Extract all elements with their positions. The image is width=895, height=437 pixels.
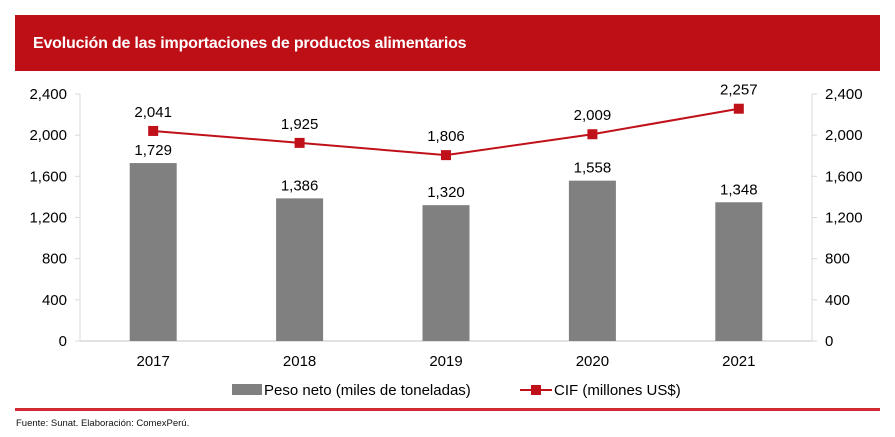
right-tick-label: 1,600 [825,168,863,185]
left-tick-label: 1,600 [29,168,67,185]
axes: 0 400 800 1,200 1,600 2,000 2,400 0 400 800 1,200 1… [29,86,862,370]
chart-title: Evolución de las importaciones de produc… [33,35,467,52]
source-note: Fuente: Sunat. Elaboración: ComexPerú. [16,418,190,429]
right-tick-label: 2,000 [825,127,863,144]
line-data-label: 1,806 [427,128,465,145]
left-tick-label: 2,000 [29,127,67,144]
x-tick-label: 2018 [283,353,316,370]
bar [422,205,470,341]
line-marker [733,103,744,114]
bar-data-label: 1,729 [134,142,172,159]
x-tick-label: 2017 [137,353,170,370]
bar-data-label: 1,386 [281,177,319,194]
bar [715,202,763,341]
right-tick-label: 1,200 [825,210,863,227]
bar-series [129,163,763,341]
footer-rule [15,408,880,411]
right-tick-label: 0 [825,333,833,350]
left-tick-label: 800 [42,251,67,268]
line-marker [294,137,305,148]
chart-header: Evolución de las importaciones de produc… [15,15,880,71]
line-data-label: 2,257 [720,82,758,99]
right-tick-label: 2,400 [825,86,863,103]
line-data-label: 2,009 [574,107,612,124]
bar [276,198,324,341]
left-tick-label: 0 [59,333,67,350]
bar-data-label: 1,558 [574,160,612,177]
bar-data-label: 1,320 [427,184,465,201]
left-tick-label: 400 [42,292,67,309]
line-marker [441,150,451,161]
data-labels: 1,729 1,386 1,320 1,558 1,348 2,041 1,925 1,806… [134,82,757,201]
x-tick-label: 2020 [576,353,609,370]
line-series [148,103,744,161]
x-tick-label: 2019 [429,353,462,370]
line-marker [148,125,159,136]
legend-bar-label: Peso neto (miles de toneladas) [264,382,471,399]
left-tick-label: 1,200 [29,210,67,227]
legend-bar-swatch [232,384,262,395]
legend: Peso neto (miles de toneladas) CIF (millo… [232,382,681,399]
right-tick-label: 400 [825,292,850,309]
bar [568,180,616,341]
bar [129,163,177,341]
line-marker [587,129,598,140]
legend-line-marker [531,385,541,395]
x-tick-label: 2021 [722,353,755,370]
legend-line-label: CIF (millones US$) [554,382,681,399]
line-data-label: 1,925 [281,116,319,133]
line-data-label: 2,041 [134,104,172,121]
right-tick-label: 800 [825,251,850,268]
bar-data-label: 1,348 [720,181,758,198]
left-tick-label: 2,400 [29,86,67,103]
